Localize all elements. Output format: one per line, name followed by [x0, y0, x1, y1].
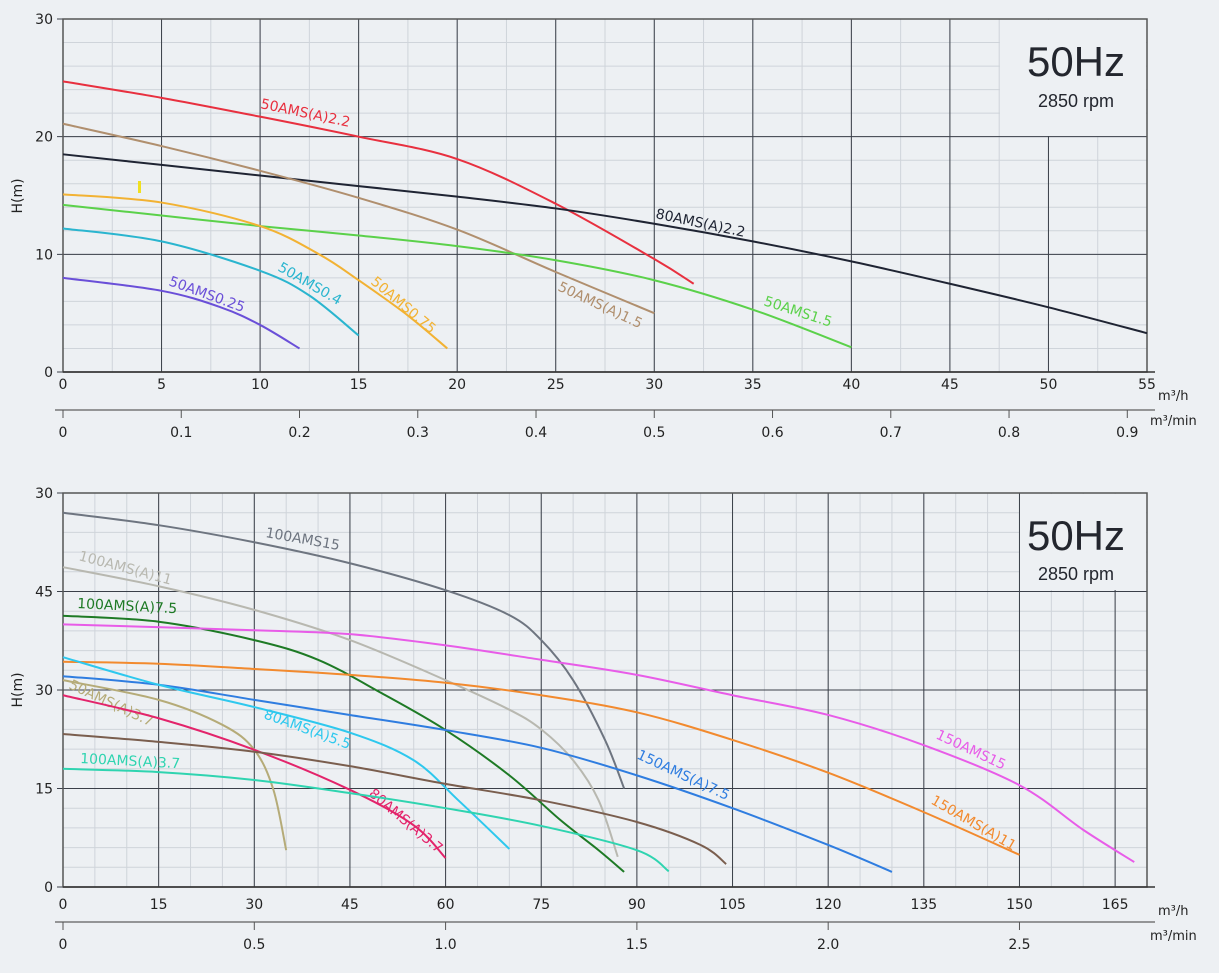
- x2-tick-label: 0.4: [525, 425, 547, 441]
- x2-axis-unit: m³/min: [1150, 929, 1197, 944]
- x2-tick-label: 0.9: [1116, 425, 1138, 441]
- x-tick-label: 105: [719, 897, 746, 913]
- y-tick-label: 20: [35, 130, 53, 146]
- y-tick-label: 30: [35, 683, 53, 699]
- x2-tick-label: 0: [59, 425, 68, 441]
- y-axis-title: H(m): [10, 672, 26, 707]
- series-line: [62, 733, 727, 865]
- series-line: [62, 566, 619, 858]
- y-tick-label: 30: [35, 12, 53, 28]
- yellow-marker: [138, 181, 141, 193]
- x2-tick-label: 0.7: [880, 425, 902, 441]
- x-tick-label: 120: [815, 897, 842, 913]
- x2-tick-label: 0.1: [170, 425, 192, 441]
- x2-tick-label: 0.6: [761, 425, 783, 441]
- series-label: 150AMS(A)11: [928, 793, 1019, 855]
- series-line: [62, 660, 1020, 856]
- y-tick-label: 10: [35, 247, 53, 263]
- series-line: [62, 122, 655, 315]
- series-line: [62, 227, 360, 337]
- x-tick-label: 45: [341, 897, 359, 913]
- x2-tick-label: 0.5: [243, 937, 265, 953]
- y-tick-label: 0: [44, 880, 53, 896]
- x-tick-label: 15: [350, 377, 368, 393]
- x-tick-label: 0: [59, 377, 68, 393]
- x2-tick-label: 0: [59, 937, 68, 953]
- series-label: 150AMS(A)7.5: [634, 747, 731, 804]
- series-line: [62, 675, 893, 873]
- chart-panel-1: 0 5 10 15 20 25 30 35 40 45 50 55 0 10 20 30 0 0.1 0.2 0.3 0…: [10, 12, 1197, 441]
- frequency-title: 50Hz: [1027, 38, 1125, 85]
- x-tick-label: 0: [59, 897, 68, 913]
- series-line: [62, 203, 852, 349]
- series-label: 50AMS(A)3.7: [66, 677, 155, 730]
- x-tick-label: 5: [157, 377, 166, 393]
- x2-tick-label: 1.0: [434, 937, 456, 953]
- series-label: 50AMS0.75: [367, 274, 438, 337]
- x-tick-label: 55: [1138, 377, 1156, 393]
- rpm-subtitle: 2850 rpm: [1038, 564, 1114, 584]
- x-tick-label: 135: [910, 897, 937, 913]
- x-tick-label: 150: [1006, 897, 1033, 913]
- legend-box: [1000, 20, 1146, 136]
- y-tick-label: 45: [35, 585, 53, 601]
- x-tick-label: 60: [437, 897, 455, 913]
- rpm-subtitle: 2850 rpm: [1038, 91, 1114, 111]
- x-tick-label: 45: [941, 377, 959, 393]
- series-label: 150AMS15: [933, 727, 1008, 773]
- series-label: 50AMS(A)1.5: [555, 279, 644, 332]
- x-tick-label: 40: [842, 377, 860, 393]
- x2-tick-label: 1.5: [626, 937, 648, 953]
- x2-tick-label: 0.2: [288, 425, 310, 441]
- series-label: 100AMS(A)3.7: [80, 751, 181, 772]
- series-label: 100AMS(A)7.5: [77, 596, 178, 617]
- y-tick-label: 15: [35, 782, 53, 798]
- x2-tick-label: 2.0: [817, 937, 839, 953]
- x-tick-label: 15: [150, 897, 168, 913]
- x-tick-label: 165: [1102, 897, 1129, 913]
- x2-tick-label: 0.5: [643, 425, 665, 441]
- series-line: [62, 614, 625, 873]
- series-line: [62, 193, 448, 350]
- x-axis-unit: m³/h: [1158, 904, 1189, 919]
- x2-axis-unit: m³/min: [1150, 414, 1197, 429]
- x-tick-label: 25: [547, 377, 565, 393]
- series-label: 100AMS15: [264, 525, 341, 554]
- series-line: [62, 623, 1135, 863]
- series-line: [62, 679, 288, 851]
- y-tick-label: 30: [35, 486, 53, 502]
- x-tick-label: 90: [628, 897, 646, 913]
- x2-tick-label: 2.5: [1008, 937, 1030, 953]
- chart-panel-2: 0 15 30 45 60 75 90 105 120 135 150 165 0 15 30 45 30 0 0.…: [10, 486, 1197, 953]
- series-line: [62, 153, 1148, 335]
- series-label: 80AMS(A)2.2: [654, 206, 746, 241]
- x-tick-label: 50: [1040, 377, 1058, 393]
- series-line: [62, 694, 447, 859]
- x-tick-label: 75: [532, 897, 550, 913]
- x-tick-label: 35: [744, 377, 762, 393]
- x-tick-label: 10: [251, 377, 269, 393]
- y-axis-title: H(m): [10, 178, 26, 213]
- series-line: [62, 656, 511, 850]
- frequency-title: 50Hz: [1027, 512, 1125, 559]
- series-line: [62, 767, 670, 873]
- y-tick-label: 0: [44, 365, 53, 381]
- series-line: [62, 276, 301, 350]
- x-tick-label: 30: [645, 377, 663, 393]
- x-axis-unit: m³/h: [1158, 389, 1189, 404]
- x-tick-label: 30: [245, 897, 263, 913]
- series-line: [62, 80, 695, 285]
- legend-box: [1020, 494, 1146, 590]
- x2-tick-label: 0.8: [998, 425, 1020, 441]
- x2-tick-label: 0.3: [407, 425, 429, 441]
- x-tick-label: 20: [448, 377, 466, 393]
